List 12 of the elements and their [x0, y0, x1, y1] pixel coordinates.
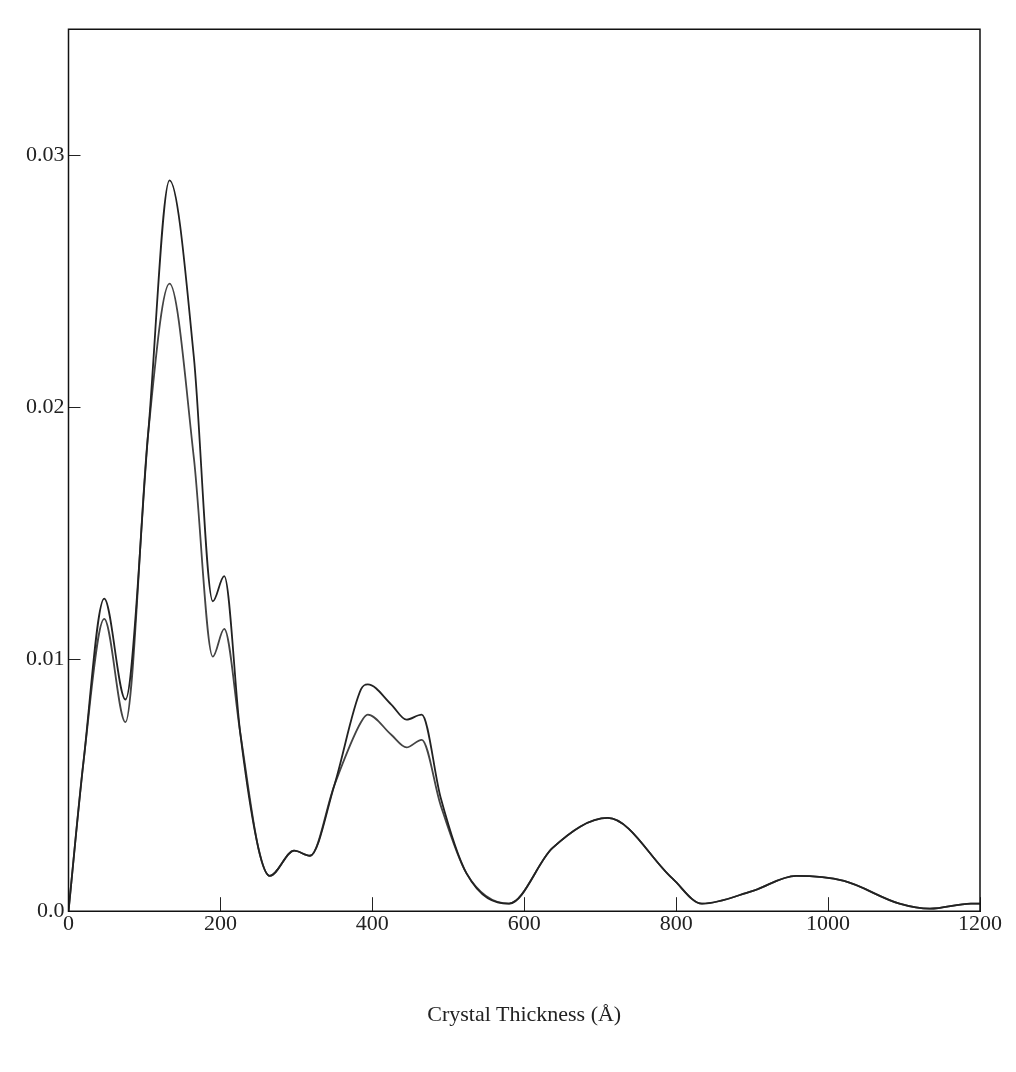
x-tick-label: 1000 — [806, 910, 851, 936]
x-tick-label: 800 — [659, 910, 693, 936]
y-tick-label: 0.03 — [26, 140, 65, 166]
y-tick-label: 0.02 — [26, 392, 65, 418]
x-tick-label: 1200 — [958, 910, 1002, 936]
x-tick-label: 200 — [203, 910, 237, 936]
x-axis-title: Crystal Thickness (Å) — [427, 1000, 622, 1026]
y-tick-label: 0.0 — [37, 896, 65, 922]
x-tick-label: 0 — [63, 910, 74, 936]
x-tick-label: 400 — [355, 910, 389, 936]
y-tick-label: 0.01 — [26, 644, 65, 670]
x-tick-label: 600 — [507, 910, 541, 936]
